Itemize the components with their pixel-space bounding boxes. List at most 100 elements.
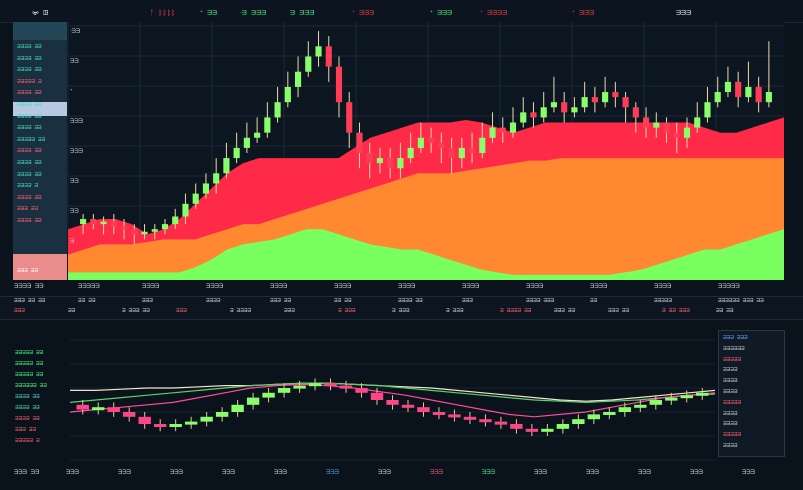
candle-body [80,219,87,225]
candle-body [704,102,711,118]
candle-body [468,147,476,153]
candle-body [223,158,230,174]
lower-candle-body [370,392,384,400]
info-label: ᗱᗱᗱᗱᗱᗱ ᗱᗱᗱ ᗱᗱ [718,298,764,304]
info-value: ᗱ ᗱᗱᗱ [338,308,356,314]
candle-body [622,97,629,108]
lower-candle-body [665,397,678,401]
lower-sidebar-item: ᗱᗱᗱᗱᗱ ᗱ [15,438,40,444]
lower-sidebar-item: ᗱᗱᗱ ᗱᗱ [15,427,37,433]
lower-candle-body [587,414,601,420]
lower-candle-body [200,416,213,422]
candle-body [325,46,332,67]
info-value: ᗱᗱᗱ ᗱᗱ [608,308,630,314]
bottom-axis-label: ᗱᗱᗱ [430,469,443,476]
candle-body [765,92,772,103]
sidebar-item: ᗱᗱᗱᗱ ᗱᗱ [17,102,42,108]
bottom-axis-label: ᗱᗱᗱ [638,469,651,476]
info-label: ᗱᗱᗱ [142,298,153,304]
sidebar-item: ᗱᗱᗱᗱ ᗱᗱ [17,90,42,97]
candle-body [602,92,609,103]
lower-chart [69,320,716,465]
candle-body [540,107,547,118]
sidebar-footer [13,254,67,280]
candle-body [151,229,158,232]
sidebar-footer-label: ᗱᗱᗱ ᗱᗱ [17,268,39,274]
lower-candle-body [184,421,198,425]
lower-sidebar-item: ᗱᗱᗱᗱᗱ ᗱᗱ [15,350,44,356]
info-value: ᗱᗱ ᗱᗱ [716,308,734,314]
sidebar-selected-row[interactable] [13,102,67,116]
candle-body [653,122,660,128]
lower-candle-body [525,428,539,432]
candle-body [550,102,558,108]
x-axis-label: ᗱᗱᗱᗱ [398,283,416,290]
lower-candle-body [107,407,120,412]
lower-candle-body [510,424,523,429]
candle-body [202,183,210,194]
x-axis-label: ᗱᗱᗱᗱ ᗱᗱ [14,283,44,290]
lower-sidebar-item: ᗱᗱᗱᗱ ᗱᗱ [15,394,40,400]
left-sidebar: ᗱᗱᗱᗱ ᗱᗱ ᗱᗱᗱᗱ ᗱᗱ ᗱᗱᗱᗱ ᗱᗱ ᗱᗱᗱᗱᗱ ᗱ ᗱ ᗱᗱᗱ ᗱᗱ ᗱᗱᗱᗱ … [13,22,67,280]
lower-candle-body [277,388,291,393]
lower-candle-body [494,421,508,425]
info-value: ᗱ ᗱᗱᗱ [392,308,410,314]
info-label: ᗱᗱᗱᗱᗱ [654,298,673,304]
candle-body [131,229,138,235]
candle-body [376,158,384,164]
candle-body [274,102,281,118]
bottom-axis-label: ᗱᗱᗱ [222,469,235,476]
candle-body [755,86,762,103]
candle-body [243,137,250,148]
lower-candle-body [355,388,368,393]
sidebar-item: ᗱᗱᗱᗱ ᗱᗱ [17,125,42,132]
info-value: ᗱᗱ [68,308,76,314]
bottom-axis-label: ᗱᗱᗱ [326,469,339,476]
y-axis-label: ᗱ [70,238,75,245]
lower-candle-body [231,404,244,412]
y-axis-label: ᗱᗱ [70,58,79,65]
info-label: ᗱᗱᗱᗱ [206,298,221,304]
lower-candle-body [386,400,399,405]
x-axis-label: ᗱᗱᗱᗱ [334,283,352,290]
lower-candle-body [696,392,709,396]
info-value: ᗱᗱᗱ [176,308,187,314]
sidebar-item: ᗱᗱᗱᗱᗱ ᗱᗱ [17,136,46,143]
x-axis-label: ᗱᗱᗱᗱᗱ [718,283,740,290]
lower-candle-body [556,424,570,429]
sidebar-item: ᗱᗱᗱᗱ ᗱᗱ [17,218,42,224]
x-axis-label: ᗱᗱᗱᗱ [142,283,160,290]
lower-candle-body [169,424,182,427]
candle-body [694,117,701,128]
right-panel-item: ᗱᗱᗱᗱ [723,410,738,417]
candle-body [591,97,598,103]
info-value: ᗱ ᗱᗱᗱ [446,308,464,314]
sidebar-item: ᗱᗱᗱᗱ ᗱᗱ [17,55,42,62]
candle-body [673,132,680,138]
lower-sidebar: ᗱᗱᗱᗱᗱ ᗱᗱ ᗱᗱᗱᗱᗱ ᗱᗱ ᗱᗱᗱᗱᗱ ᗱᗱ ᗱᗱᗱᗱᗱᗱ ᗱᗱ ᗱᗱᗱᗱ ᗱᗱ… [13,350,69,460]
lower-candle-body [572,419,585,424]
candle-body [100,221,107,225]
sidebar-item: ᗱᗱᗱ ᗱᗱ [17,206,39,213]
candle-body [110,221,117,227]
candle-body [561,102,568,113]
top-bar-item: ᐩ ᗱᗱᗱ [572,9,595,17]
top-bar-item: ᐧᗱ ᗱᗱᗱ [240,9,267,17]
bottom-axis-label: ᗱᗱᗱ [170,469,183,476]
lower-candle-body [92,407,105,411]
info-label: ᗱᗱᗱᗱ ᗱᗱᗱ [526,298,555,304]
x-axis-label: ᗱᗱᗱᗱ [206,283,224,290]
info-row: ᗱᗱᗱ ᗱᗱ ᗱᗱ ᗱᗱ ᗱᗱ ᗱᗱᗱ ᗱᗱᗱᗱ ᗱᗱᗱ ᗱᗱ ᗱᗱ ᗱᗱ ᗱᗱᗱᗱ ᗱᗱ ᗱ… [0,296,803,320]
y-axis-label: ᗱᗱ [70,178,79,185]
lower-sidebar-item: ᗱᗱᗱᗱ ᗱᗱ [15,405,40,411]
right-panel-item: ᗱᗱᗱᗱᗱᗱ [723,345,745,352]
indicator-line [69,382,716,404]
candle-body [632,107,639,118]
candle-body [387,158,394,169]
candle-body [407,147,414,159]
candle-body [448,147,455,159]
info-label: ᗱᗱ [590,298,598,304]
main-chart [67,22,784,280]
x-axis-label: ᗱᗱᗱᗱ [462,283,480,290]
top-bar-item: ᐩ ᗱᗱ [200,9,218,17]
